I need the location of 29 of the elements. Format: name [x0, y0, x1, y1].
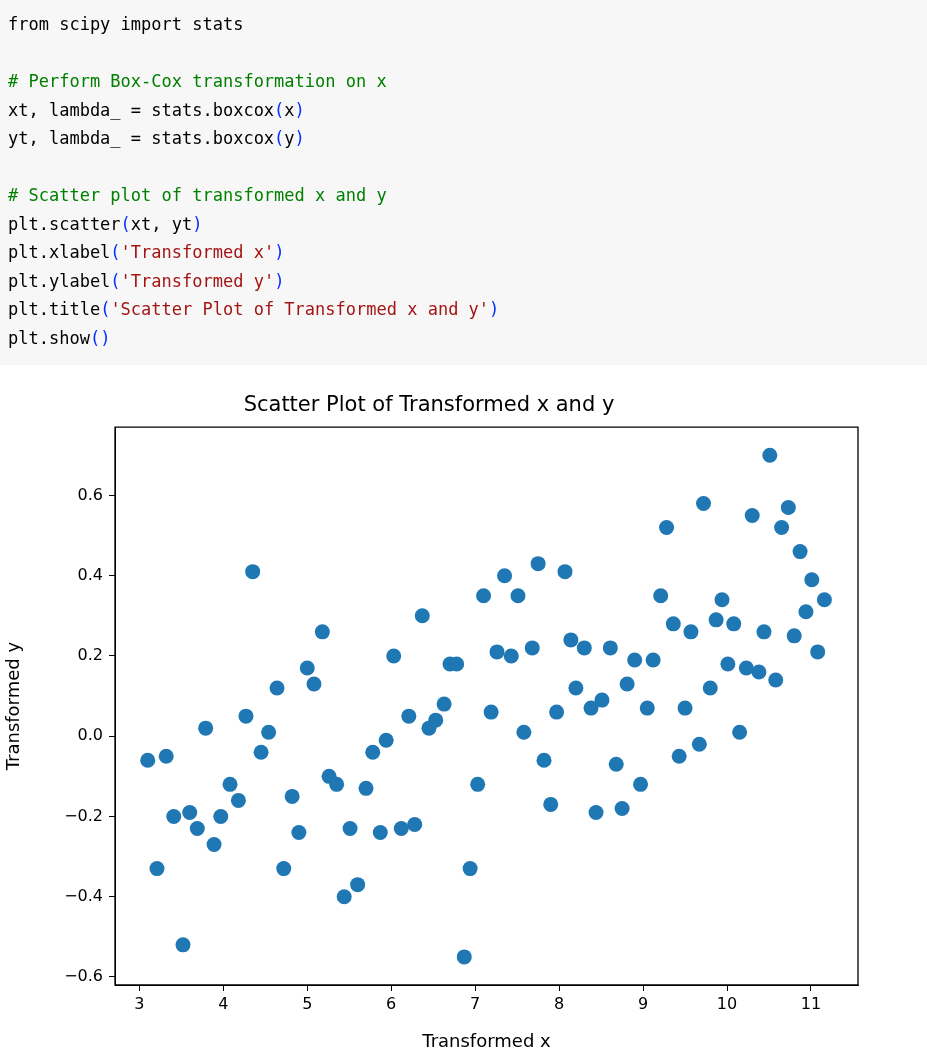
x-tick-label: 11 [800, 993, 822, 1013]
text: yt, lambda_ = stats.boxcox(y) [8, 128, 305, 148]
y-tick-label: −0.4 [64, 885, 103, 905]
text: from scipy import stats [8, 14, 244, 34]
text: plt.xlabel('Transformed x') [8, 242, 285, 262]
x-tick-label: 7 [470, 993, 481, 1013]
x-tick-label: 5 [302, 993, 313, 1013]
x-tick-label: 9 [637, 993, 649, 1013]
y-tick-label: 0.0 [77, 725, 103, 745]
text: # Scatter plot of transformed x and y [8, 185, 387, 205]
text: xt, lambda_ = stats.boxcox(x) [8, 99, 305, 120]
y-tick-label: 0.2 [77, 645, 103, 665]
text: plt.ylabel('Transformed y') [8, 270, 285, 291]
x-tick-label: 8 [554, 993, 565, 1013]
y-axis-title: Transformed y [2, 641, 24, 772]
x-tick-label: 10 [716, 993, 738, 1013]
x-tick-label: 6 [386, 993, 397, 1013]
text: plt.show() [8, 327, 111, 348]
x-tick-label: 3 [134, 993, 145, 1013]
y-tick-label: −0.6 [64, 966, 103, 986]
y-tick-label: 0.4 [77, 564, 103, 584]
text: plt.scatter(xt, yt) [8, 213, 203, 234]
x-axis-title: Transformed x [421, 1029, 552, 1051]
x-tick-label: 4 [218, 993, 229, 1013]
text: plt.title('Scatter Plot of Transformed x and y') [8, 299, 500, 319]
text: # Perform Box-Cox transformation on x [8, 71, 387, 91]
chart-title: Scatter Plot of Transformed x and y [243, 392, 615, 417]
y-tick-label: −0.2 [64, 805, 103, 825]
y-tick-label: 0.6 [77, 484, 103, 504]
